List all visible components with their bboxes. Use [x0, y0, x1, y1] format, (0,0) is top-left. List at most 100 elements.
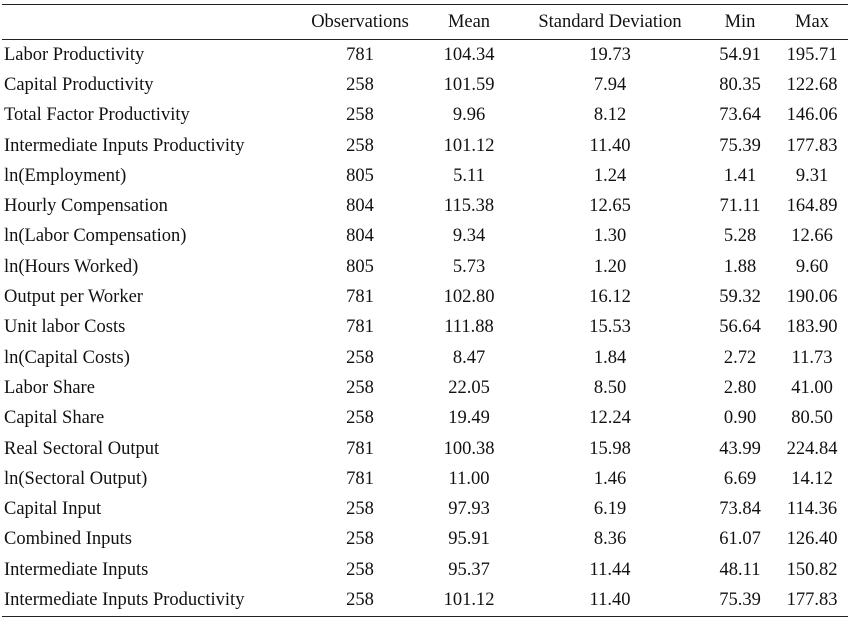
table-row: Labor Share 258 22.05 8.50 2.80 41.00 [2, 373, 848, 403]
max-value: 11.73 [791, 347, 833, 368]
table-row: Capital Input 258 97.93 6.19 73.84 114.36 [2, 494, 848, 524]
header-observations: Observations [298, 4, 422, 40]
variable-name: Labor Share [4, 377, 95, 398]
variable-name: Capital Share [4, 408, 105, 429]
std-dev-value: 15.98 [589, 438, 631, 459]
max-value: 190.06 [786, 287, 838, 308]
std-dev-value: 11.44 [589, 559, 631, 580]
mean-value: 5.11 [453, 165, 485, 186]
std-dev-value: 8.50 [593, 377, 627, 398]
table-body: Labor Productivity 781 104.34 19.73 54.91 195… [2, 40, 848, 617]
observations-value: 258 [346, 499, 374, 520]
std-dev-value: 19.73 [589, 44, 631, 65]
variable-name: Intermediate Inputs Productivity [2, 585, 298, 617]
table-header: Observations Mean Standard Deviation Min… [2, 4, 848, 40]
min-value: 61.07 [719, 529, 761, 550]
table-row: ln(Labor Compensation) 804 9.34 1.30 5.28 12.… [2, 222, 848, 252]
variable-name: ln(Employment) [4, 165, 127, 186]
max-value: 177.83 [786, 135, 838, 156]
observations-value: 258 [298, 585, 422, 617]
table-row: Real Sectoral Output 781 100.38 15.98 43.99 2… [2, 434, 848, 464]
table-row: Intermediate Inputs Productivity 258 101.1… [2, 131, 848, 161]
header-mean: Mean [422, 4, 516, 40]
std-dev-value: 1.20 [593, 256, 627, 277]
variable-name: Hourly Compensation [4, 196, 168, 217]
mean-value: 5.73 [452, 256, 486, 277]
observations-value: 781 [346, 44, 374, 65]
max-value: 80.50 [791, 408, 833, 429]
variable-name: Output per Worker [4, 287, 143, 308]
table-row: Capital Productivity 258 101.59 7.94 80.35 12… [2, 70, 848, 100]
mean-value: 97.93 [448, 499, 490, 520]
min-value: 75.39 [704, 585, 776, 617]
variable-name: ln(Sectoral Output) [4, 468, 148, 489]
max-value: 224.84 [786, 438, 838, 459]
observations-value: 804 [346, 226, 374, 247]
table-row: ln(Sectoral Output) 781 11.00 1.46 6.69 14.12 [2, 464, 848, 494]
table-row: Total Factor Productivity 258 9.96 8.12 73.6… [2, 101, 848, 131]
table-row: Capital Share 258 19.49 12.24 0.90 80.50 [2, 404, 848, 434]
min-value: 80.35 [719, 74, 761, 95]
min-value: 56.64 [719, 317, 761, 338]
max-value: 177.83 [776, 585, 848, 617]
table-row: ln(Employment) 805 5.11 1.24 1.41 9.31 [2, 161, 848, 191]
min-value: 43.99 [719, 438, 761, 459]
max-value: 114.36 [786, 499, 838, 520]
min-value: 59.32 [719, 287, 761, 308]
std-dev-value: 16.12 [589, 287, 631, 308]
variable-name: Intermediate Inputs Productivity [4, 135, 245, 156]
min-value: 1.88 [723, 256, 757, 277]
mean-value: 101.59 [443, 74, 495, 95]
table-row: Unit labor Costs 781 111.88 15.53 56.64 183.9… [2, 313, 848, 343]
min-value: 1.41 [723, 165, 757, 186]
std-dev-value: 15.53 [589, 317, 631, 338]
std-dev-value: 7.94 [593, 74, 627, 95]
min-value: 6.69 [723, 468, 757, 489]
summary-statistics-table: Observations Mean Standard Deviation Min… [2, 4, 848, 617]
min-value: 54.91 [719, 44, 761, 65]
mean-value: 9.34 [452, 226, 486, 247]
std-dev-value: 12.24 [589, 408, 631, 429]
max-value: 14.12 [791, 468, 833, 489]
mean-value: 19.49 [448, 408, 490, 429]
mean-value: 111.88 [444, 317, 494, 338]
observations-value: 781 [346, 287, 374, 308]
min-value: 75.39 [719, 135, 761, 156]
max-value: 12.66 [791, 226, 833, 247]
summary-statistics-table-wrapper: Observations Mean Standard Deviation Min… [2, 4, 848, 617]
header-max: Max [776, 4, 848, 40]
mean-value: 101.12 [443, 135, 495, 156]
max-value: 41.00 [791, 377, 833, 398]
variable-name: ln(Labor Compensation) [4, 226, 187, 247]
min-value: 2.80 [723, 377, 757, 398]
mean-value: 22.05 [448, 377, 490, 398]
max-value: 122.68 [786, 74, 838, 95]
mean-value: 100.38 [443, 438, 495, 459]
max-value: 195.71 [786, 44, 838, 65]
table-row: Intermediate Inputs 258 95.37 11.44 48.11 150… [2, 555, 848, 585]
table-row: ln(Capital Costs) 258 8.47 1.84 2.72 11.73 [2, 343, 848, 373]
variable-name: Combined Inputs [4, 529, 132, 550]
max-value: 164.89 [786, 196, 838, 217]
variable-name: ln(Hours Worked) [4, 256, 139, 277]
max-value: 9.60 [795, 256, 829, 277]
table-row: ln(Hours Worked) 805 5.73 1.20 1.88 9.60 [2, 252, 848, 282]
header-variable [2, 4, 298, 40]
mean-value: 102.80 [443, 287, 495, 308]
observations-value: 804 [346, 196, 374, 217]
mean-value: 115.38 [443, 196, 495, 217]
variable-name: ln(Capital Costs) [4, 347, 130, 368]
std-dev-value: 1.84 [593, 347, 627, 368]
header-min: Min [704, 4, 776, 40]
variable-name: Unit labor Costs [4, 317, 126, 338]
observations-value: 258 [346, 559, 374, 580]
variable-name: Capital Input [4, 499, 102, 520]
std-dev-value: 11.40 [589, 135, 631, 156]
mean-value: 8.47 [452, 347, 486, 368]
min-value: 48.11 [719, 559, 761, 580]
std-dev-value: 8.36 [593, 529, 627, 550]
table-row: Output per Worker 781 102.80 16.12 59.32 190.… [2, 282, 848, 312]
std-dev-value: 6.19 [593, 499, 627, 520]
min-value: 0.90 [723, 408, 757, 429]
mean-value: 95.37 [448, 559, 490, 580]
